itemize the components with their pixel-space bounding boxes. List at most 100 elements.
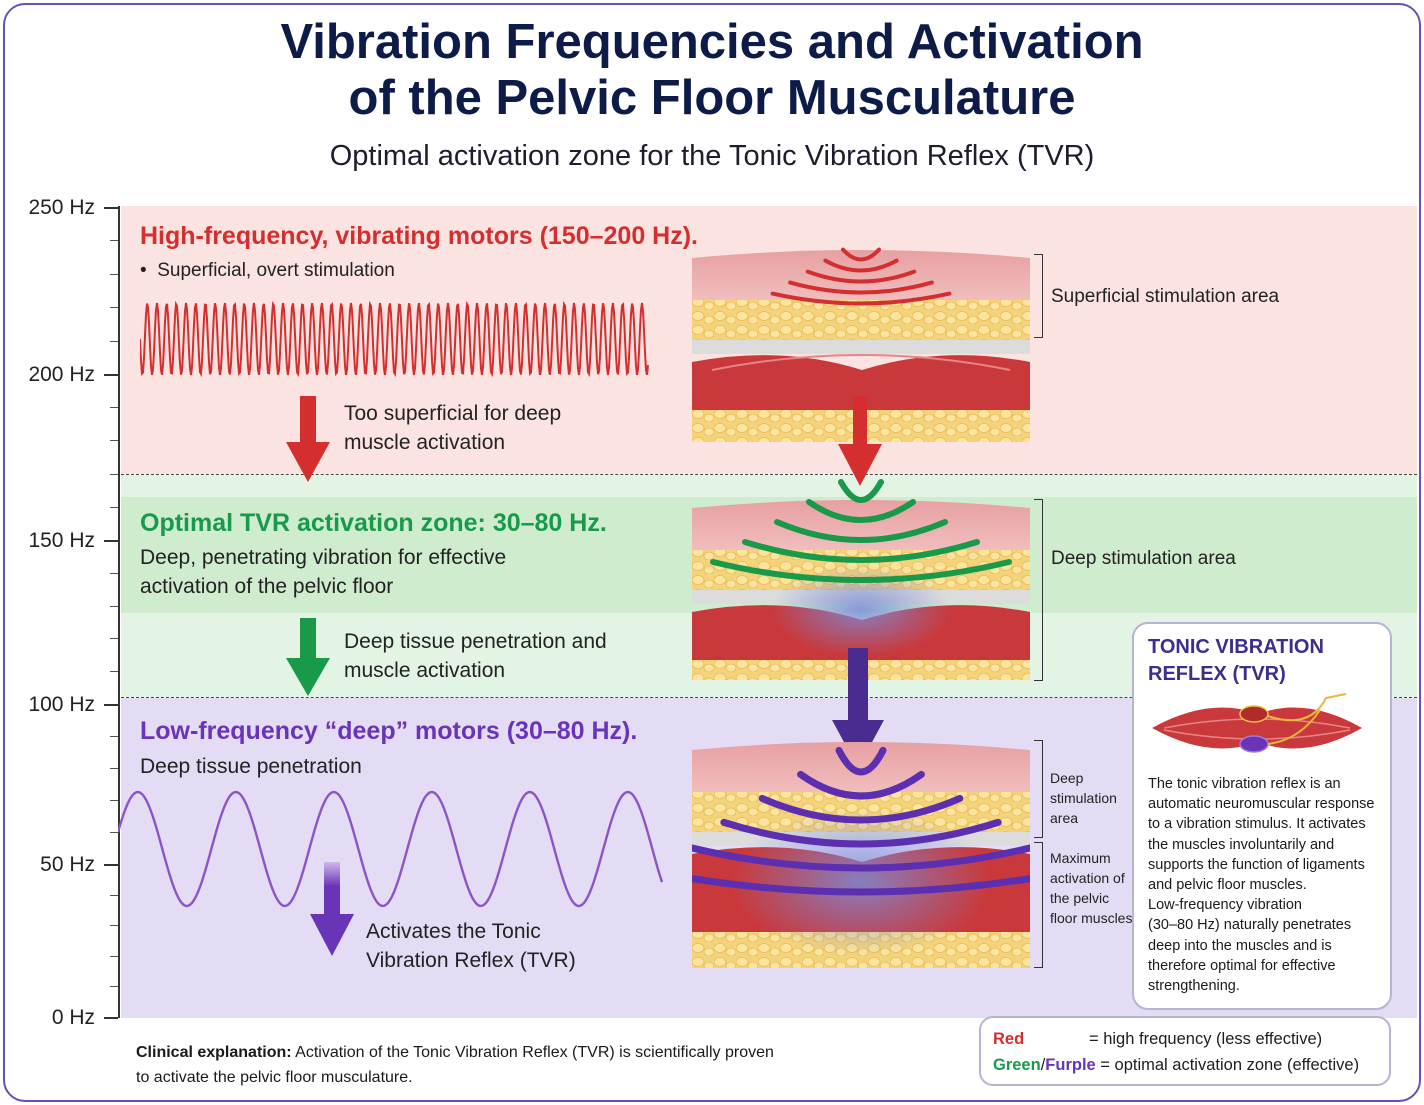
axis-minor-tick	[110, 340, 118, 342]
vibration-arc	[797, 770, 925, 800]
axis-major-tick	[104, 864, 118, 866]
axis-minor-tick	[110, 572, 118, 574]
divider-line	[121, 697, 1417, 698]
axis-minor-tick	[110, 736, 118, 737]
axis-minor-tick	[110, 407, 118, 409]
label-line: activation of	[1050, 870, 1125, 886]
vibration-arc	[692, 844, 1030, 872]
label-line: area	[1050, 810, 1079, 826]
purple-down-arrow	[310, 862, 354, 956]
bracket	[1034, 499, 1043, 681]
optimal-arrow-text-1: Deep tissue penetration and	[344, 630, 607, 653]
vibration-arc	[742, 539, 980, 563]
vibration-arc	[823, 258, 899, 273]
tick-label: 50 Hz	[40, 853, 95, 876]
frequency-axis	[118, 206, 120, 1018]
low-frequency-description: Deep tissue penetration	[140, 755, 362, 778]
legend-optimal-desc: = optimal activation zone (effective)	[1100, 1056, 1360, 1074]
legend: Red = high frequency (less effective) Gre…	[979, 1016, 1391, 1086]
axis-minor-tick	[110, 894, 118, 896]
clinical-explanation: Clinical explanation: Activation of the …	[136, 1040, 836, 1090]
red-vibration-arcs	[770, 247, 952, 306]
tvr-line: to a vibration stimulus. It activates	[1148, 816, 1366, 833]
legend-green-word: Green	[993, 1056, 1041, 1074]
tvr-line: supports the function of ligaments	[1148, 856, 1365, 873]
axis-minor-tick	[110, 638, 118, 640]
axis-major-tick	[104, 540, 118, 542]
axis-minor-tick	[110, 506, 118, 508]
tissue-panel-deep	[692, 500, 1030, 680]
high-frequency-wave	[140, 300, 649, 378]
vibration-arc	[841, 247, 881, 262]
high-arrow-text-2: muscle activation	[344, 431, 506, 454]
bracket	[1034, 842, 1043, 968]
axis-minor-tick	[110, 240, 118, 242]
axis-minor-tick	[110, 307, 118, 309]
axis-major-tick	[104, 207, 118, 209]
optimal-zone-heading: Optimal TVR activation zone: 30–80 Hz.	[140, 509, 607, 537]
clinical-text-2: to activate the pelvic floor musculature…	[136, 1069, 413, 1086]
low-frequency-wave	[118, 790, 664, 908]
vibration-arc	[835, 746, 887, 776]
tvr-line: strengthening.	[1148, 978, 1240, 995]
optimal-arrow-text-2: muscle activation	[344, 659, 506, 682]
clinical-text-1: Activation of the Tonic Vibration Reflex…	[295, 1044, 774, 1061]
vibration-arc	[692, 874, 1030, 896]
tick-label: 250 Hz	[28, 196, 95, 219]
tvr-line: deep into the muscles and is	[1148, 937, 1332, 954]
vibration-arc	[710, 559, 1012, 583]
legend-row-red: Red = high frequency (less effective)	[993, 1030, 1322, 1049]
vibration-arc	[758, 794, 964, 824]
vibration-arc	[788, 280, 934, 295]
tvr-line: and pelvic floor muscles.	[1148, 877, 1307, 894]
red-down-arrow	[286, 396, 330, 482]
axis-minor-tick	[110, 671, 118, 673]
page-subtitle: Optimal activation zone for the Tonic Vi…	[329, 140, 1095, 172]
maximum-activation-label: Maximum activation of the pelvic floor m…	[1050, 848, 1132, 928]
page-title: Vibration Frequencies and Activation of …	[0, 14, 1424, 126]
tick-label: 100 Hz	[28, 693, 95, 716]
title-line-2: of the Pelvic Floor Musculature	[348, 71, 1076, 125]
vibration-arc	[805, 269, 917, 284]
axis-minor-tick	[110, 986, 118, 988]
high-arrow-text: Too superficial for deep muscle activati…	[344, 399, 561, 457]
axis-minor-tick	[110, 925, 118, 927]
axis-major-tick	[104, 704, 118, 706]
vibration-arc	[770, 291, 952, 306]
tissue-panel-superficial	[692, 250, 1030, 442]
axis-minor-tick	[110, 832, 118, 833]
vibration-arc	[774, 519, 948, 543]
red-panel-arrow	[838, 396, 882, 486]
optimal-desc-2: activation of the pelvic floor	[140, 575, 394, 598]
high-frequency-bullet: • Superficial, overt stimulation	[140, 260, 395, 281]
tvr-line: the muscles involuntarily and	[1148, 836, 1335, 853]
vibration-arc	[838, 479, 884, 503]
tvr-line: therefore optimal for effective	[1148, 957, 1336, 974]
high-arrow-text-1: Too superficial for deep	[344, 402, 562, 425]
clinical-label: Clinical explanation:	[136, 1044, 292, 1061]
optimal-zone-description: Deep, penetrating vibration for effectiv…	[140, 543, 506, 601]
axis-minor-tick	[110, 605, 118, 607]
legend-red-word: Red	[993, 1030, 1025, 1048]
muscle-fiber-icon	[1152, 693, 1362, 753]
low-arrow-text: Activates the Tonic Vibration Reflex (TV…	[366, 917, 576, 975]
legend-purple-word: Furple	[1045, 1056, 1096, 1074]
tick-label: 150 Hz	[28, 529, 95, 552]
optimal-desc-1: Deep, penetrating vibration for effectiv…	[140, 546, 507, 569]
purple-vibration-arcs	[692, 746, 1030, 896]
tvr-title: TONIC VIBRATION REFLEX (TVR)	[1148, 634, 1378, 688]
tvr-title-line-1: TONIC VIBRATION	[1148, 636, 1324, 658]
label-line: stimulation	[1050, 790, 1117, 806]
green-vibration-arcs	[710, 479, 1012, 583]
tvr-description: The tonic vibration reflex is an automat…	[1148, 774, 1384, 996]
legend-row-optimal: Green/Furple = optimal activation zone (…	[993, 1056, 1359, 1075]
axis-minor-tick	[110, 800, 118, 801]
label-line: floor muscles	[1050, 910, 1133, 926]
green-down-arrow	[286, 618, 330, 696]
high-frequency-heading: High-frequency, vibrating motors (150–20…	[140, 222, 698, 250]
tvr-info-box: TONIC VIBRATION REFLEX (TVR) The tonic v…	[1132, 622, 1392, 1010]
axis-minor-tick	[110, 473, 118, 475]
tvr-title-line-2: REFLEX (TVR)	[1148, 663, 1286, 685]
legend-red-desc: = high frequency (less effective)	[1089, 1030, 1323, 1048]
tick-label: 200 Hz	[28, 363, 95, 386]
